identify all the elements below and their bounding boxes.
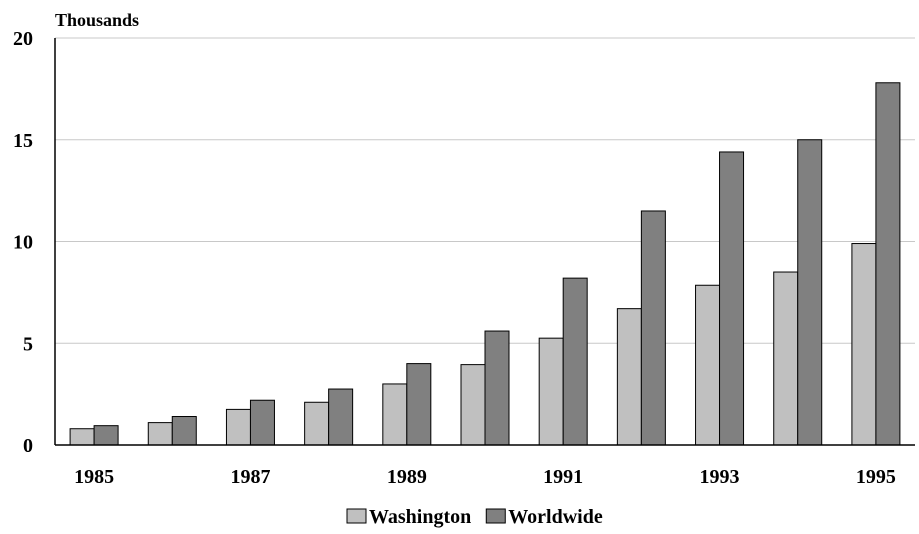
- bar-worldwide-1988: [328, 388, 354, 446]
- y-tick-label-15: 15: [13, 130, 33, 152]
- y-unit-label: Thousands: [55, 10, 139, 30]
- legend-label-washington: Washington: [369, 506, 471, 528]
- x-tick-label-1987: 1987: [230, 466, 270, 488]
- x-tick-label-1991: 1991: [543, 466, 583, 488]
- bar-worldwide-1992: [640, 210, 666, 446]
- legend-swatch-worldwide: [485, 508, 506, 524]
- legend: Washington Worldwide: [346, 506, 603, 528]
- bar-worldwide-1989: [406, 363, 432, 446]
- legend-swatch-washington: [346, 508, 367, 524]
- bar-washington-1992: [616, 308, 642, 446]
- bar-worldwide-1986: [171, 416, 197, 446]
- bar-washington-1989: [382, 383, 408, 446]
- bar-washington-1994: [773, 271, 799, 446]
- y-tick-label-20: 20: [13, 28, 33, 50]
- y-tick-label-0: 0: [23, 435, 33, 457]
- bar-washington-1988: [304, 401, 330, 446]
- bar-washington-1987: [225, 408, 251, 446]
- y-tick-label-10: 10: [13, 232, 33, 254]
- bar-washington-1990: [460, 364, 486, 446]
- x-tick-label-1993: 1993: [700, 466, 740, 488]
- y-tick-label-5: 5: [23, 333, 33, 355]
- bar-worldwide-1993: [719, 151, 745, 446]
- bar-washington-1993: [695, 284, 721, 446]
- x-tick-labels: 1985 1987 1989 1991 1993 1995: [74, 466, 896, 488]
- bars: [69, 82, 901, 446]
- x-tick-label-1985: 1985: [74, 466, 114, 488]
- bar-worldwide-1994: [797, 139, 823, 446]
- y-tick-labels: 0 5 10 15 20: [13, 28, 33, 457]
- bar-worldwide-1991: [562, 277, 588, 446]
- bar-worldwide-1985: [93, 425, 119, 446]
- x-tick-label-1995: 1995: [856, 466, 896, 488]
- bar-washington-1991: [538, 337, 564, 446]
- x-tick-label-1989: 1989: [387, 466, 427, 488]
- bar-washington-1986: [147, 422, 173, 446]
- bar-worldwide-1987: [249, 399, 275, 446]
- legend-label-worldwide: Worldwide: [508, 506, 603, 528]
- bar-worldwide-1995: [875, 82, 901, 446]
- axes: [54, 38, 915, 446]
- bar-washington-1985: [69, 428, 95, 446]
- bar-washington-1995: [851, 243, 877, 446]
- bar-worldwide-1990: [484, 330, 510, 446]
